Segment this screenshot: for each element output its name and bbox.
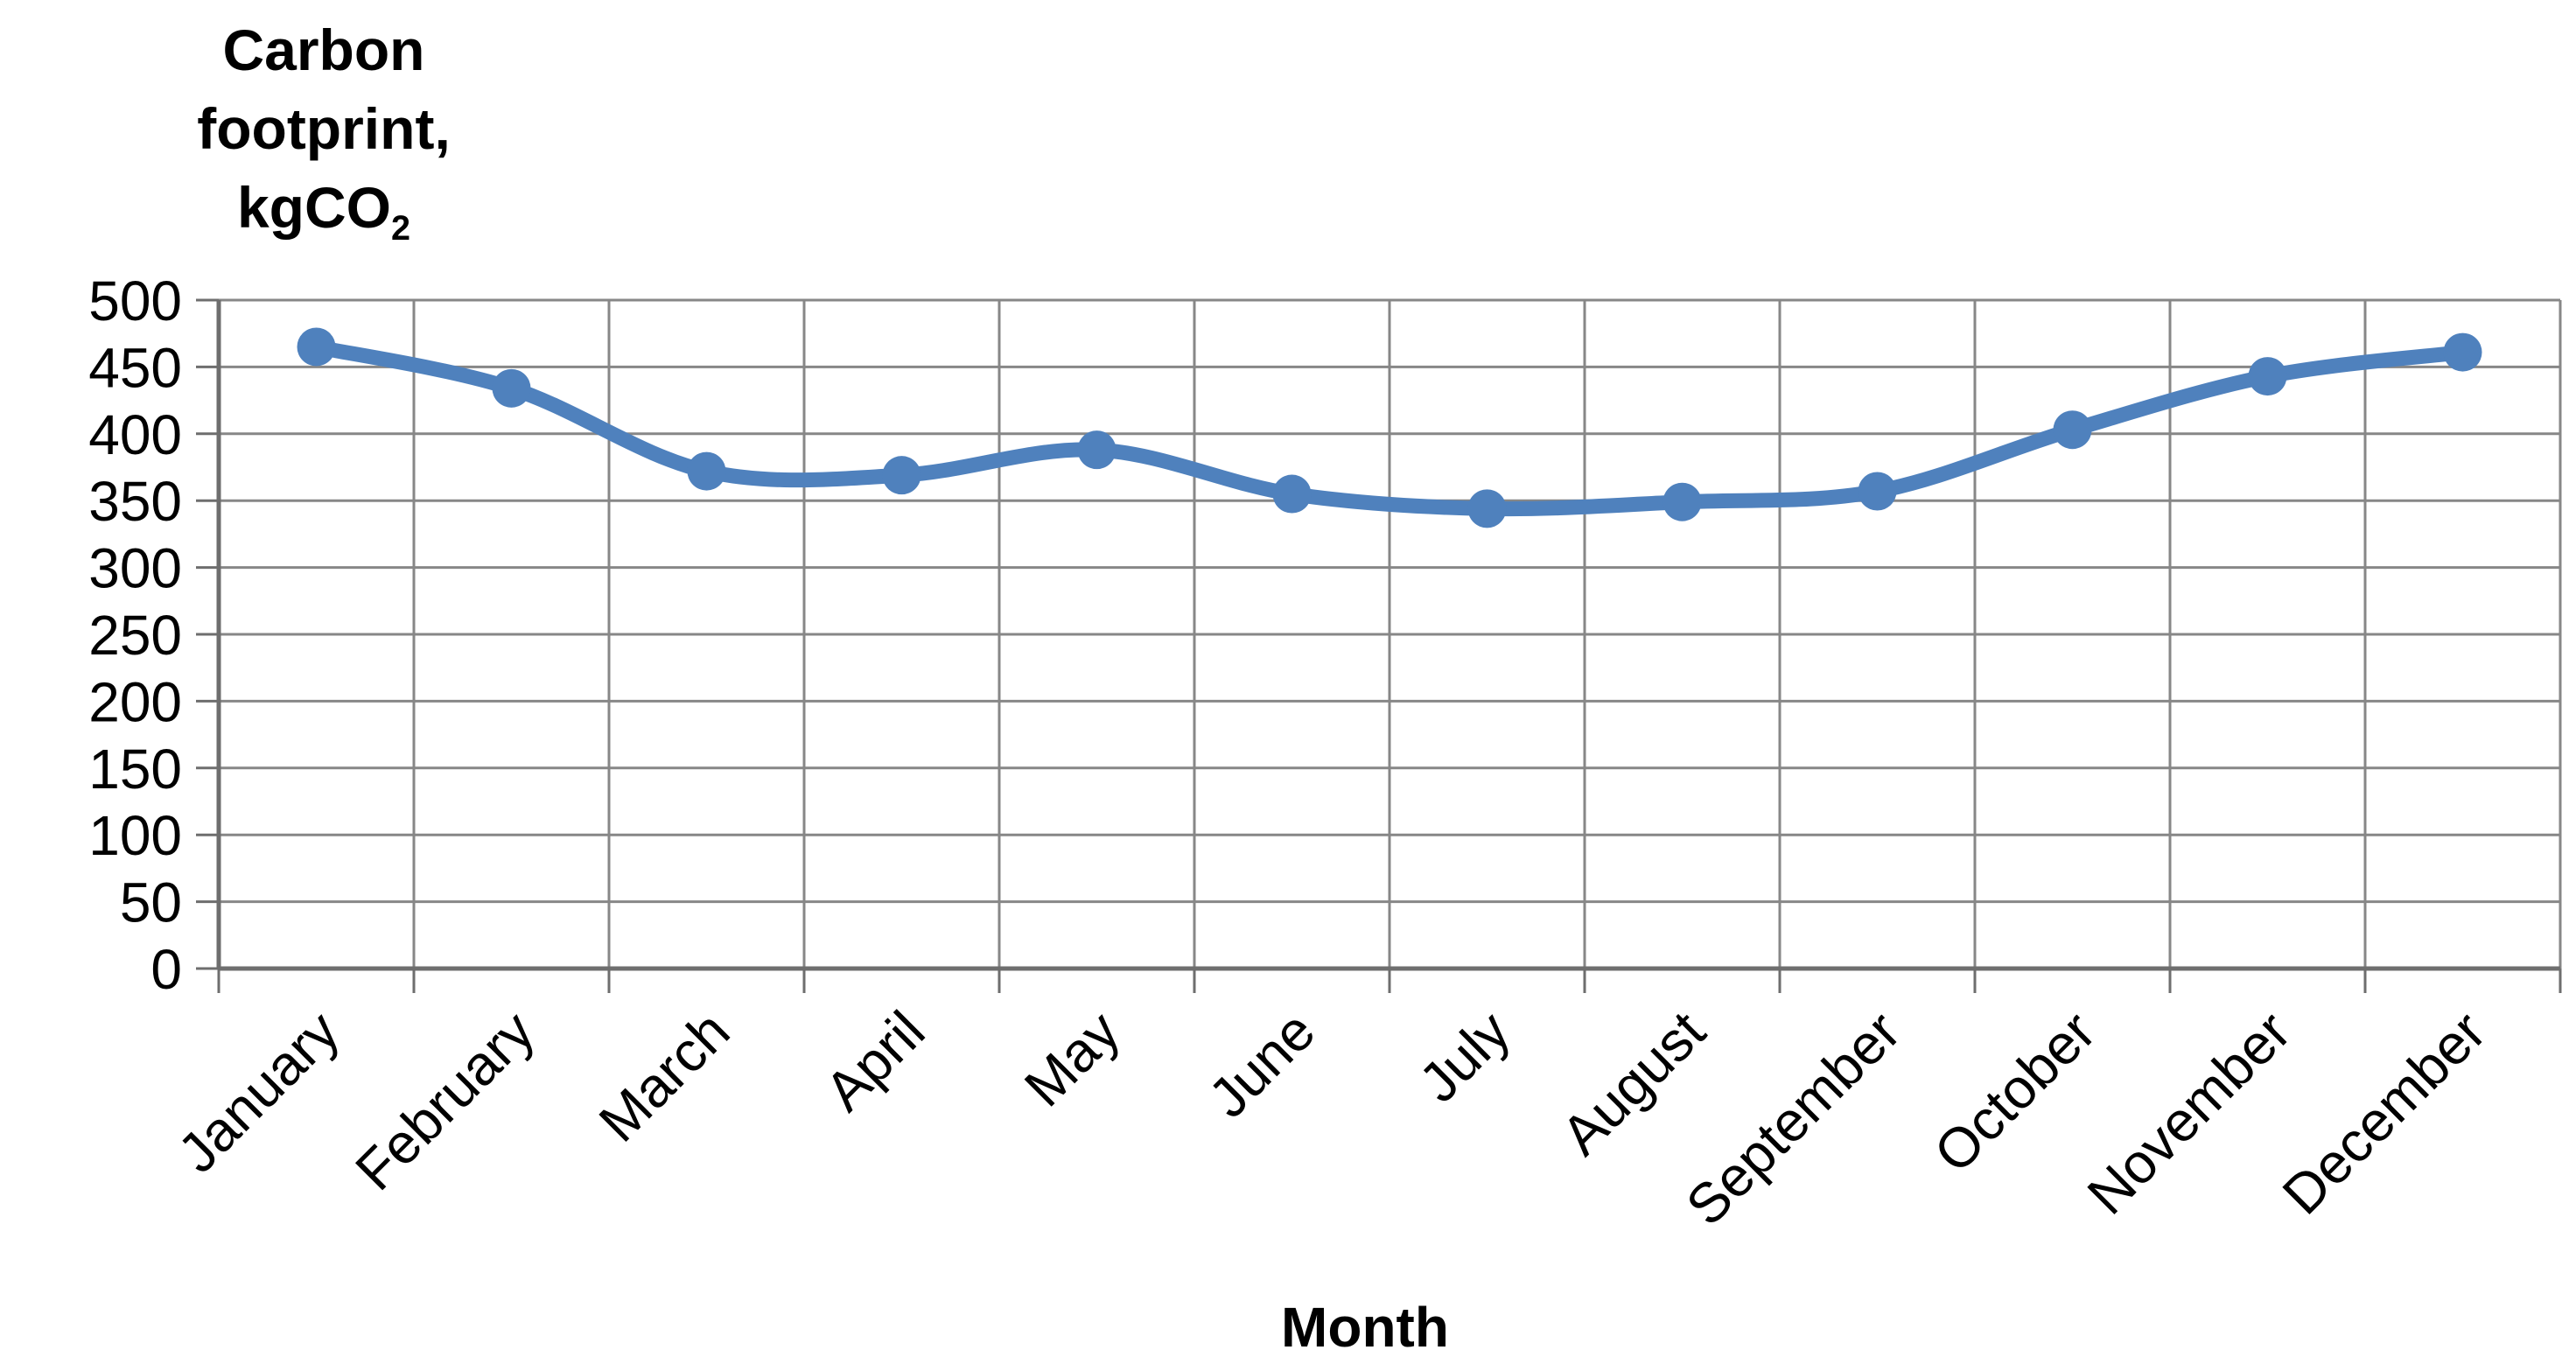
series-line bbox=[309, 339, 2470, 517]
x-tick-label: December bbox=[2271, 999, 2498, 1227]
x-tick-label: August bbox=[1550, 999, 1718, 1167]
y-tick-label: 500 bbox=[88, 269, 182, 332]
y-tick-label: 350 bbox=[88, 470, 182, 533]
data-point-marker-december bbox=[2443, 332, 2482, 372]
x-tick-label: April bbox=[813, 999, 936, 1123]
y-tick-label: 50 bbox=[120, 871, 182, 934]
data-point-marker-august bbox=[1662, 482, 1702, 521]
y-axis-title-line1: Carbon bbox=[222, 17, 425, 82]
x-tick-label: September bbox=[1674, 999, 1912, 1237]
x-tick-label: November bbox=[2076, 999, 2303, 1227]
y-tick-label: 100 bbox=[88, 804, 182, 867]
x-tick-label: March bbox=[587, 999, 742, 1154]
data-point-marker-november bbox=[2248, 357, 2287, 396]
data-point-marker-april bbox=[882, 456, 921, 495]
y-axis-unit-subscript: 2 bbox=[391, 209, 411, 248]
data-point-marker-january bbox=[297, 327, 336, 367]
y-axis-title-unit: kgCO2 bbox=[131, 168, 516, 268]
data-point-marker-february bbox=[492, 368, 531, 408]
data-point-marker-september bbox=[1858, 472, 1897, 511]
y-tick-label: 450 bbox=[88, 336, 182, 399]
x-axis-title: Month bbox=[1281, 1296, 1449, 1359]
y-tick-label: 400 bbox=[88, 403, 182, 466]
data-point-marker-october bbox=[2053, 410, 2092, 450]
data-point-marker-july bbox=[1467, 489, 1507, 528]
y-tick-label: 300 bbox=[88, 537, 182, 600]
y-axis-title-line2: footprint, bbox=[197, 96, 451, 161]
data-point-marker-march bbox=[687, 451, 726, 491]
x-tick-label: February bbox=[343, 999, 546, 1202]
x-tick-label: May bbox=[1012, 999, 1131, 1118]
y-tick-label: 200 bbox=[88, 670, 182, 733]
x-tick-label: January bbox=[165, 999, 351, 1185]
y-axis-title: Carbon footprint, kgCO2 bbox=[131, 10, 516, 268]
x-tick-label: June bbox=[1196, 999, 1326, 1130]
data-point-marker-june bbox=[1272, 474, 1312, 514]
x-tick-label: October bbox=[1922, 999, 2108, 1185]
y-tick-label: 150 bbox=[88, 738, 182, 801]
y-tick-label: 0 bbox=[150, 938, 182, 1001]
y-tick-label: 250 bbox=[88, 604, 182, 667]
data-point-marker-may bbox=[1077, 430, 1116, 470]
y-axis-unit-text: kgCO bbox=[236, 175, 391, 240]
x-tick-label: July bbox=[1407, 999, 1522, 1114]
